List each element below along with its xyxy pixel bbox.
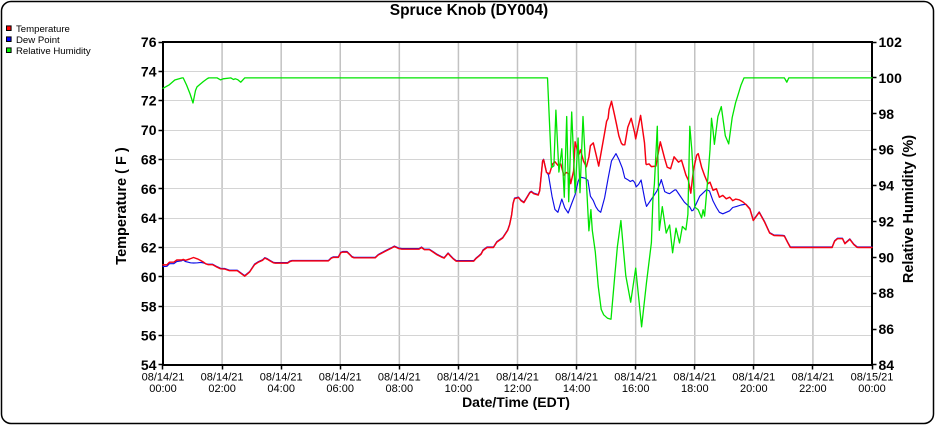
svg-text:08/14/21: 08/14/21 <box>614 372 657 384</box>
svg-text:20:00: 20:00 <box>740 383 768 395</box>
svg-text:Relative Humidity: Relative Humidity <box>16 46 91 57</box>
svg-text:08/14/21: 08/14/21 <box>437 372 480 384</box>
svg-text:72: 72 <box>141 93 157 109</box>
svg-text:Relative Humidity (%): Relative Humidity (%) <box>901 135 917 283</box>
svg-text:08/14/21: 08/14/21 <box>378 372 421 384</box>
svg-text:08/14/21: 08/14/21 <box>555 372 598 384</box>
svg-text:08/14/21: 08/14/21 <box>791 372 834 384</box>
svg-text:Temperature: Temperature <box>16 24 70 35</box>
svg-text:96: 96 <box>879 142 895 158</box>
svg-text:62: 62 <box>141 240 157 256</box>
svg-text:58: 58 <box>141 298 157 314</box>
svg-text:00:00: 00:00 <box>149 383 177 395</box>
svg-text:06:00: 06:00 <box>326 383 354 395</box>
svg-text:88: 88 <box>879 285 895 301</box>
svg-text:Spruce Knob (DY004): Spruce Knob (DY004) <box>390 2 548 19</box>
svg-text:Dew Point: Dew Point <box>16 35 60 46</box>
svg-text:08/14/21: 08/14/21 <box>142 372 185 384</box>
svg-text:68: 68 <box>141 152 157 168</box>
svg-text:54: 54 <box>141 357 157 373</box>
svg-text:66: 66 <box>141 181 157 197</box>
svg-text:02:00: 02:00 <box>208 383 236 395</box>
svg-text:12:00: 12:00 <box>504 383 532 395</box>
svg-text:10:00: 10:00 <box>445 383 473 395</box>
svg-text:08/14/21: 08/14/21 <box>260 372 303 384</box>
svg-text:04:00: 04:00 <box>267 383 295 395</box>
svg-text:08/14/21: 08/14/21 <box>201 372 244 384</box>
svg-text:86: 86 <box>879 321 895 337</box>
svg-text:92: 92 <box>879 213 895 229</box>
svg-text:00:00: 00:00 <box>858 383 886 395</box>
svg-text:94: 94 <box>879 178 895 194</box>
svg-text:60: 60 <box>141 269 157 285</box>
svg-text:22:00: 22:00 <box>799 383 827 395</box>
svg-text:08/14/21: 08/14/21 <box>496 372 539 384</box>
svg-text:16:00: 16:00 <box>622 383 650 395</box>
svg-text:Temperature ( F ): Temperature ( F ) <box>114 147 130 265</box>
svg-text:08/14/21: 08/14/21 <box>673 372 716 384</box>
svg-text:90: 90 <box>879 249 895 265</box>
svg-text:70: 70 <box>141 122 157 138</box>
svg-text:08/14/21: 08/14/21 <box>319 372 362 384</box>
svg-text:Date/Time (EDT): Date/Time (EDT) <box>462 394 570 410</box>
svg-text:100: 100 <box>879 70 903 86</box>
svg-text:64: 64 <box>141 210 157 226</box>
svg-text:74: 74 <box>141 63 157 79</box>
svg-text:14:00: 14:00 <box>563 383 591 395</box>
svg-text:18:00: 18:00 <box>681 383 709 395</box>
svg-text:84: 84 <box>879 357 895 373</box>
svg-text:76: 76 <box>141 34 157 50</box>
svg-text:98: 98 <box>879 106 895 122</box>
svg-text:08/15/21: 08/15/21 <box>851 372 894 384</box>
svg-text:102: 102 <box>879 34 903 50</box>
svg-text:08:00: 08:00 <box>386 383 414 395</box>
svg-text:08/14/21: 08/14/21 <box>732 372 775 384</box>
svg-text:56: 56 <box>141 328 157 344</box>
